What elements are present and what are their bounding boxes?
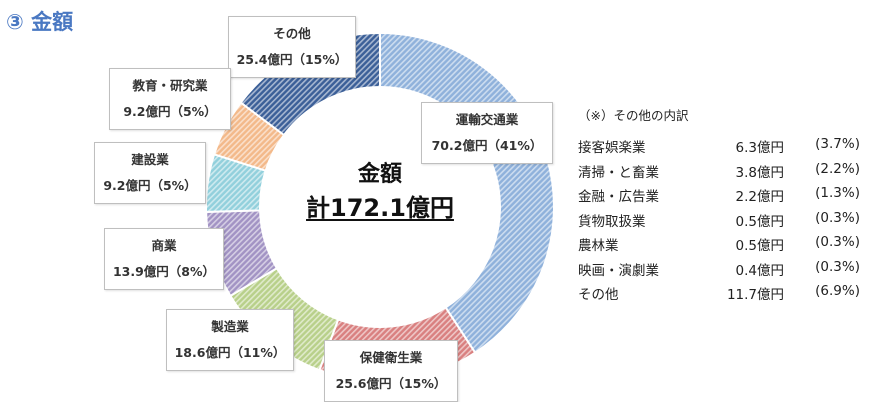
callout-商業: 商業 13.9億円（8%） (104, 228, 224, 290)
breakdown-row: 貨物取扱業 0.5億円 (0.3%) (578, 210, 868, 235)
breakdown-row: 金融・広告業 2.2億円 (1.3%) (578, 185, 868, 210)
callout-建設業: 建設業 9.2億円（5%） (94, 142, 206, 204)
callout-保健衛生業: 保健衛生業 25.6億円（15%） (324, 340, 458, 402)
callout-value: 9.2億円（5%） (103, 178, 197, 193)
callout-value: 70.2億円（41%） (431, 138, 543, 153)
breakdown-name: 金融・広告業 (578, 189, 659, 205)
breakdown-row: 接客娯楽業 6.3億円 (3.7%) (578, 136, 868, 161)
breakdown-value: 2.2億円 (735, 189, 784, 205)
callout-value: 13.9億円（8%） (112, 264, 216, 279)
breakdown-value: 11.7億円 (726, 287, 784, 303)
breakdown-percent: (6.9%) (815, 283, 860, 299)
callout-value: 18.6億円（11%） (174, 345, 286, 360)
callout-name: 保健衛生業 (359, 350, 423, 365)
callout-value: 25.6億円（15%） (335, 376, 447, 391)
callout-製造業: 製造業 18.6億円（11%） (166, 309, 294, 371)
breakdown-percent: (0.3%) (815, 234, 860, 250)
callout-name: 商業 (151, 238, 177, 253)
breakdown-row: 農林業 0.5億円 (0.3%) (578, 234, 868, 259)
breakdown-percent: (0.3%) (815, 258, 860, 275)
callout-name: 運輸交通業 (455, 112, 519, 127)
breakdown-value: 0.5億円 (735, 213, 784, 230)
breakdown-row: 映画・演劇業 0.4億円 (0.3%) (578, 259, 868, 284)
breakdown-name: 清掃・と畜業 (578, 164, 659, 181)
callout-運輸交通業: 運輸交通業 70.2億円（41%） (421, 102, 553, 164)
callout-その他: その他 25.4億円（15%） (228, 16, 356, 78)
callout-name: 製造業 (211, 319, 249, 334)
breakdown-percent: (2.2%) (815, 160, 860, 177)
section-heading: ③ 金額 (6, 10, 74, 34)
callout-教育・研究業: 教育・研究業 9.2億円（5%） (109, 68, 231, 130)
breakdown-row: 清掃・と畜業 3.8億円 (2.2%) (578, 161, 868, 186)
breakdown-percent: (1.3%) (815, 185, 860, 201)
breakdown-name: 貨物取扱業 (578, 213, 646, 230)
breakdown-value: 3.8億円 (735, 164, 784, 181)
breakdown-name: 映画・演劇業 (578, 262, 659, 279)
breakdown-value: 6.3億円 (735, 140, 784, 156)
breakdown-list: 接客娯楽業 6.3億円 (3.7%) 清掃・と畜業 3.8億円 (2.2%) 金… (578, 136, 868, 308)
breakdown-value: 0.4億円 (735, 262, 784, 279)
breakdown-title: （※）その他の内訳 (578, 108, 689, 123)
callout-value: 9.2億円（5%） (123, 104, 217, 119)
callout-name: その他 (273, 26, 311, 41)
donut-center-total: 計172.1億円 (306, 194, 454, 222)
breakdown-value: 0.5億円 (735, 238, 784, 254)
donut-center-title: 金額 (357, 162, 402, 187)
breakdown-percent: (0.3%) (815, 209, 860, 226)
breakdown-name: 接客娯楽業 (578, 140, 646, 156)
callout-value: 25.4億円（15%） (236, 52, 348, 67)
breakdown-name: その他 (578, 287, 619, 303)
callout-name: 教育・研究業 (132, 78, 208, 93)
callout-name: 建設業 (131, 152, 169, 167)
breakdown-row: その他 11.7億円 (6.9%) (578, 283, 868, 308)
breakdown-name: 農林業 (578, 238, 619, 254)
breakdown-percent: (3.7%) (815, 136, 860, 152)
